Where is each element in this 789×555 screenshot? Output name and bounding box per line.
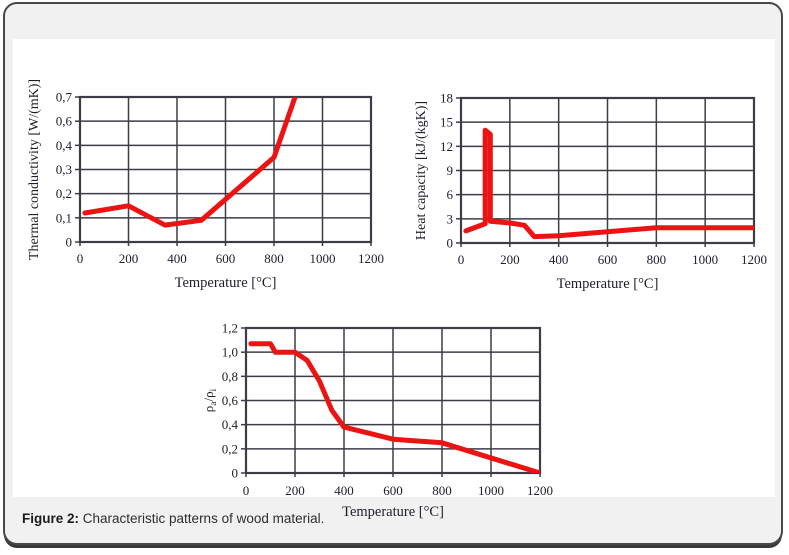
x-tick-label: 200 bbox=[285, 483, 305, 498]
y-axis-title-subscript: a bbox=[209, 401, 219, 406]
y-tick-label: 0,4 bbox=[222, 417, 239, 432]
x-tick-label: 600 bbox=[216, 251, 236, 266]
x-tick-label: 0 bbox=[243, 483, 250, 498]
x-tick-label: 800 bbox=[432, 483, 452, 498]
figure-card: 0,7 0,6 0,4 0,3 0,2 0,1 0 0 200 400 600 800 1000 1200… bbox=[3, 2, 783, 545]
y-tick-label: 0,6 bbox=[222, 393, 239, 408]
x-tick-label: 0 bbox=[77, 251, 84, 266]
y-tick-label: 0,2 bbox=[222, 441, 238, 456]
series-line-density-ratio bbox=[248, 341, 540, 473]
y-tick-label: 0,3 bbox=[56, 162, 72, 177]
x-tick-label: 1200 bbox=[358, 251, 384, 266]
x-tick-label: 800 bbox=[264, 251, 284, 266]
y-axis-title: Thermal conductivity [W/(mK)] bbox=[27, 79, 42, 260]
series-line-thermal-conductivity bbox=[82, 97, 298, 228]
chart-density-ratio: 1,2 1,0 0,8 0,6 0,4 0,2 00 200 400 600 800 1000 1200… bbox=[201, 321, 553, 521]
y-tick-label: 0 bbox=[232, 466, 239, 481]
x-tick-label: 200 bbox=[119, 251, 139, 266]
x-axis-title: Temperature [°C] bbox=[175, 275, 277, 291]
y-tick-label: 0,1 bbox=[56, 210, 72, 225]
x-axis-title: Temperature [°C] bbox=[342, 504, 444, 520]
y-axis-title-subscript: i bbox=[209, 388, 219, 391]
x-tick-label: 400 bbox=[549, 252, 569, 267]
x-tick-label: 600 bbox=[383, 483, 403, 498]
x-tick-label: 400 bbox=[167, 251, 187, 266]
x-axis-title: Temperature [°C] bbox=[557, 276, 659, 292]
y-tick-label: 3 bbox=[447, 211, 454, 226]
y-tick-label: 1,2 bbox=[222, 321, 238, 336]
y-axis-title-part: ρ bbox=[201, 406, 216, 413]
chart-heat-capacity: 18 15 12 9 6 3 00 200 400 600 800 1000 1200 Temperatu… bbox=[414, 91, 767, 293]
y-tick-label: 18 bbox=[440, 91, 453, 106]
y-tick-label: 0,2 bbox=[56, 186, 72, 201]
x-tick-label: 1200 bbox=[527, 483, 553, 498]
y-tick-label: 0 bbox=[66, 235, 73, 250]
x-tick-label: 800 bbox=[647, 252, 667, 267]
y-tick-label: 12 bbox=[440, 139, 453, 154]
y-tick-label: 9 bbox=[447, 163, 454, 178]
y-tick-label: 1,0 bbox=[222, 345, 238, 360]
x-tick-label: 1000 bbox=[478, 483, 504, 498]
x-tick-label: 1000 bbox=[310, 251, 336, 266]
x-tick-label: 200 bbox=[500, 252, 519, 267]
x-tick-label: 0 bbox=[458, 252, 465, 267]
x-tick-label: 1200 bbox=[741, 252, 767, 267]
y-tick-label: 6 bbox=[447, 187, 454, 202]
y-axis-title: Heat capacity [kJ/(kgK)] bbox=[414, 101, 429, 240]
chart-thermal-conductivity: 0,7 0,6 0,4 0,3 0,2 0,1 00 200 400 600 800 1000 1200… bbox=[27, 79, 384, 291]
y-axis-title: ρa/ρi bbox=[201, 388, 219, 412]
y-tick-label: 0,6 bbox=[56, 114, 73, 129]
figure-caption-label: Figure 2: bbox=[22, 511, 80, 526]
y-tick-label: 15 bbox=[440, 115, 453, 130]
y-tick-label: 0,8 bbox=[222, 369, 238, 384]
x-tick-label: 600 bbox=[598, 252, 618, 267]
x-tick-label: 1000 bbox=[692, 252, 718, 267]
x-tick-label: 400 bbox=[334, 483, 354, 498]
y-axis-title-part: /ρ bbox=[201, 391, 216, 401]
figure-caption: Figure 2: Characteristic patterns of woo… bbox=[22, 510, 762, 528]
y-tick-label: 0 bbox=[447, 236, 454, 251]
y-tick-label: 0,7 bbox=[56, 90, 73, 105]
y-tick-label: 0,4 bbox=[56, 138, 73, 153]
figure-caption-text: Characteristic patterns of wood material… bbox=[79, 511, 325, 526]
series-line-heat-capacity bbox=[463, 127, 754, 240]
figure-image: 0,7 0,6 0,4 0,3 0,2 0,1 0 0 200 400 600 800 1000 1200… bbox=[13, 39, 775, 520]
